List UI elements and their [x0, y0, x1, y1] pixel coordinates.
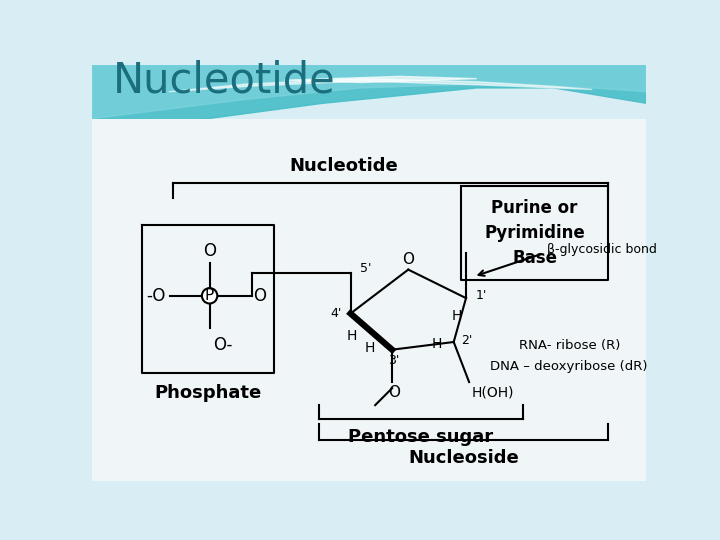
Text: O: O: [203, 241, 216, 260]
Text: 5': 5': [360, 262, 372, 275]
Polygon shape: [92, 65, 647, 119]
Polygon shape: [92, 65, 647, 142]
Text: 1': 1': [475, 289, 487, 302]
Text: O: O: [387, 385, 400, 400]
FancyBboxPatch shape: [92, 119, 647, 481]
Text: RNA- ribose (R)
DNA – deoxyribose (dR): RNA- ribose (R) DNA – deoxyribose (dR): [490, 339, 648, 373]
Text: Nucleoside: Nucleoside: [408, 449, 518, 467]
Text: O: O: [402, 252, 414, 267]
Text: H: H: [451, 309, 462, 323]
Text: β-glycosidic bond: β-glycosidic bond: [547, 243, 657, 256]
Text: Phosphate: Phosphate: [155, 383, 261, 402]
Text: -O: -O: [146, 287, 166, 305]
Text: O-: O-: [212, 336, 232, 354]
Text: 3': 3': [388, 354, 400, 367]
Text: Pentose sugar: Pentose sugar: [348, 428, 493, 446]
Circle shape: [202, 288, 217, 303]
Text: H(OH): H(OH): [472, 385, 514, 399]
Text: H: H: [432, 336, 442, 350]
Text: H: H: [347, 329, 357, 343]
Text: 2': 2': [462, 334, 473, 347]
Text: P: P: [205, 288, 215, 303]
Text: Purine or
Pyrimidine
Base: Purine or Pyrimidine Base: [484, 199, 585, 267]
Polygon shape: [168, 79, 593, 92]
Polygon shape: [284, 76, 477, 83]
Text: Nucleotide: Nucleotide: [113, 59, 336, 101]
Text: 4': 4': [330, 307, 341, 320]
Text: Nucleotide: Nucleotide: [289, 157, 398, 175]
Text: O: O: [253, 287, 266, 305]
Text: H: H: [365, 341, 375, 355]
